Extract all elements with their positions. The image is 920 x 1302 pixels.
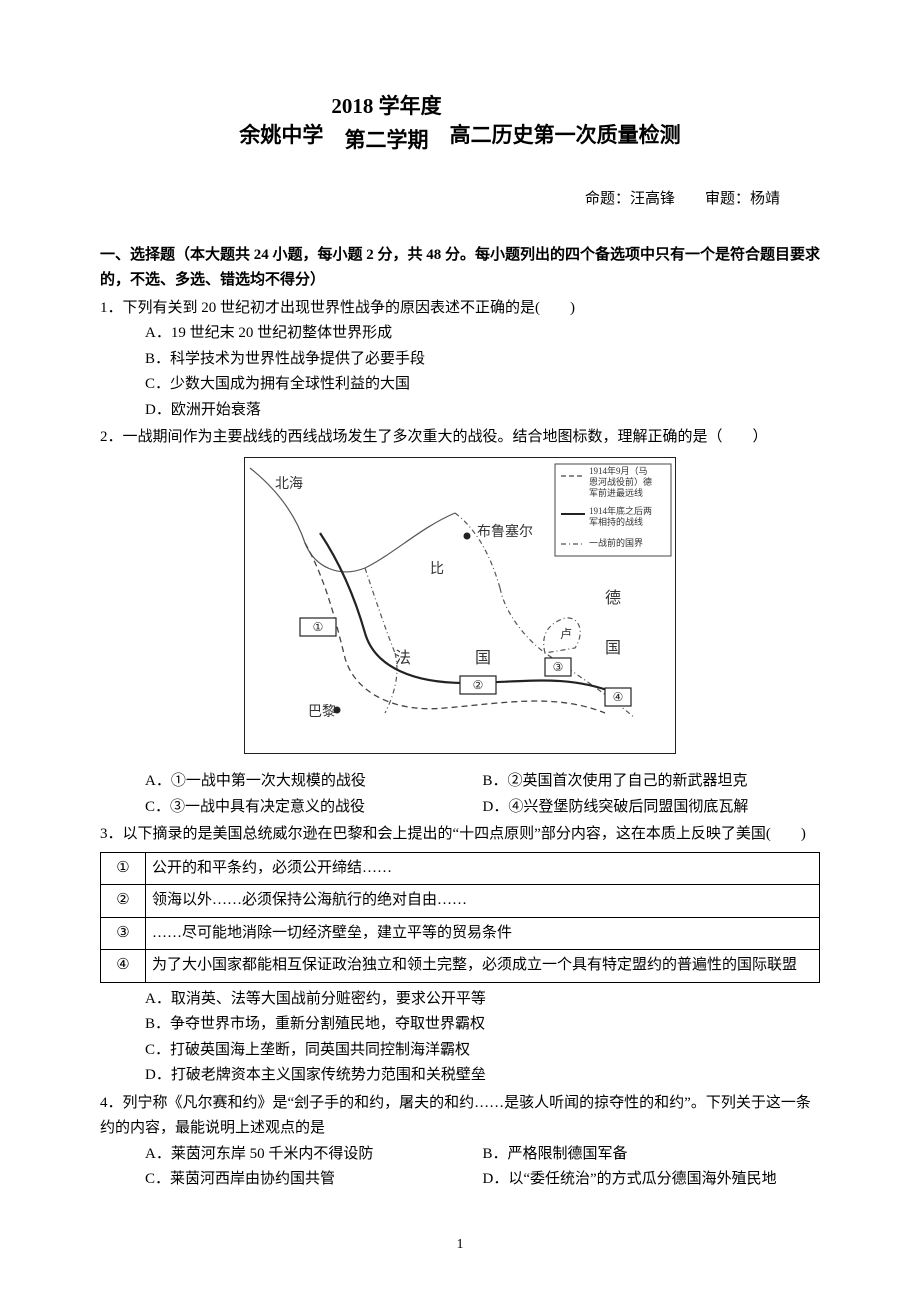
- map-label-belgium: 比: [430, 561, 444, 577]
- authors-line: 命题：汪高锋 审题：杨靖: [100, 187, 820, 213]
- q3-row1-n: ①: [101, 852, 146, 885]
- q3-row4-n: ④: [101, 950, 146, 983]
- map-marker-1: ①: [313, 620, 324, 634]
- title-row: 余姚中学 2018 学年度 第二学期 高二历史第一次质量检测: [100, 90, 820, 157]
- q1-stem: 1．下列有关到 20 世纪初才出现世界性战争的原因表述不正确的是( ): [100, 296, 820, 322]
- legend-line3: 一战前的国界: [589, 537, 643, 548]
- school-name: 余姚中学: [239, 90, 331, 154]
- semester-line: 第二学期: [345, 124, 429, 158]
- q3-option-c: C．打破英国海上垄断，同英国共同控制海洋霸权: [145, 1038, 820, 1064]
- q3-row4-t: 为了大小国家都能相互保证政治独立和领土完整，必须成立一个具有特定盟约的普遍性的国…: [146, 950, 820, 983]
- q1-options: A．19 世纪末 20 世纪初整体世界形成 B．科学技术为世界性战争提供了必要手…: [100, 321, 820, 423]
- map-label-germany-1: 德: [605, 589, 621, 607]
- question-3: 3．以下摘录的是美国总统威尔逊在巴黎和会上提出的“十四点原则”部分内容，这在本质…: [100, 822, 820, 1089]
- q3-row3-n: ③: [101, 917, 146, 950]
- q3-row3-t: ……尽可能地消除一切经济壁垒，建立平等的贸易条件: [146, 917, 820, 950]
- legend-line1c: 军前进最远线: [589, 487, 643, 498]
- q4-option-c: C．莱茵河西岸由协约国共管: [145, 1167, 483, 1193]
- legend-line2a: 1914年底之后两: [589, 505, 652, 516]
- q4-options-row2: C．莱茵河西岸由协约国共管 D．以“委任统治”的方式瓜分德国海外殖民地: [100, 1167, 820, 1193]
- table-row: ③ ……尽可能地消除一切经济壁垒，建立平等的贸易条件: [101, 917, 820, 950]
- map-marker-3: ③: [553, 660, 564, 674]
- map-label-france: 法 国: [395, 649, 491, 667]
- q3-row2-t: 领海以外……必须保持公海航行的绝对自由……: [146, 885, 820, 918]
- q3-option-a: A．取消英、法等大国战前分赃密约，要求公开平等: [145, 987, 820, 1013]
- q2-stem: 2．一战期间作为主要战线的西线战场发生了多次重大的战役。结合地图标数，理解正确的…: [100, 425, 820, 451]
- q3-options: A．取消英、法等大国战前分赃密约，要求公开平等 B．争夺世界市场，重新分割殖民地…: [100, 987, 820, 1089]
- map-figure: ① ② ③ ④ 北海 布鲁塞尔 比 法 国 德 国 巴黎 卢: [100, 457, 820, 764]
- map-legend: 1914年9月（马 恩河战役前）德 军前进最远线 1914年底之后两 军相持的战…: [555, 464, 671, 556]
- q3-table: ① 公开的和平条约，必须公开缔结…… ② 领海以外……必须保持公海航行的绝对自由…: [100, 852, 820, 983]
- q1-option-c: C．少数大国成为拥有全球性利益的大国: [145, 372, 820, 398]
- legend-line1b: 恩河战役前）德: [589, 476, 652, 487]
- q4-option-b: B．严格限制德国军备: [483, 1142, 821, 1168]
- table-row: ④ 为了大小国家都能相互保证政治独立和领土完整，必须成立一个具有特定盟约的普遍性…: [101, 950, 820, 983]
- page-number: 1: [100, 1233, 820, 1257]
- q2-option-a: A．①一战中第一次大规模的战役: [145, 769, 483, 795]
- question-4: 4．列宁称《凡尔赛和约》是“刽子手的和约，屠夫的和约……是骇人听闻的掠夺性的和约…: [100, 1091, 820, 1193]
- table-row: ① 公开的和平条约，必须公开缔结……: [101, 852, 820, 885]
- legend-line1a: 1914年9月（马: [589, 465, 648, 476]
- q2-option-b: B．②英国首次使用了自己的新武器坦克: [483, 769, 821, 795]
- section-heading: 一、选择题（本大题共 24 小题，每小题 2 分，共 48 分。每小题列出的四个…: [100, 243, 820, 294]
- question-1: 1．下列有关到 20 世纪初才出现世界性战争的原因表述不正确的是( ) A．19…: [100, 296, 820, 424]
- q2-option-c: C．③一战中具有决定意义的战役: [145, 795, 483, 821]
- q3-option-b: B．争夺世界市场，重新分割殖民地，夺取世界霸权: [145, 1012, 820, 1038]
- map-marker-4: ④: [613, 690, 624, 704]
- map-marker-2: ②: [473, 678, 484, 692]
- map-label-lux: 卢: [560, 626, 572, 641]
- q4-option-d: D．以“委任统治”的方式瓜分德国海外殖民地: [483, 1167, 821, 1193]
- question-2: 2．一战期间作为主要战线的西线战场发生了多次重大的战役。结合地图标数，理解正确的…: [100, 425, 820, 820]
- year-semester: 2018 学年度 第二学期: [331, 90, 441, 157]
- q3-row2-n: ②: [101, 885, 146, 918]
- q3-option-d: D．打破老牌资本主义国家传统势力范围和关税壁垒: [145, 1063, 820, 1089]
- table-row: ② 领海以外……必须保持公海航行的绝对自由……: [101, 885, 820, 918]
- title-block: 余姚中学 2018 学年度 第二学期 高二历史第一次质量检测: [100, 90, 820, 157]
- map-svg: ① ② ③ ④ 北海 布鲁塞尔 比 法 国 德 国 巴黎 卢: [244, 457, 676, 754]
- q1-option-d: D．欧洲开始衰落: [145, 398, 820, 424]
- legend-line2b: 军相持的战线: [589, 516, 643, 527]
- q4-options-row1: A．莱茵河东岸 50 千米内不得设防 B．严格限制德国军备: [100, 1142, 820, 1168]
- map-label-northsea: 北海: [275, 476, 303, 492]
- map-label-paris: 巴黎: [308, 704, 336, 720]
- q3-stem: 3．以下摘录的是美国总统威尔逊在巴黎和会上提出的“十四点原则”部分内容，这在本质…: [100, 822, 820, 848]
- q1-option-b: B．科学技术为世界性战争提供了必要手段: [145, 347, 820, 373]
- q2-options-row1: A．①一战中第一次大规模的战役 B．②英国首次使用了自己的新武器坦克: [100, 769, 820, 795]
- q2-options-row2: C．③一战中具有决定意义的战役 D．④兴登堡防线突破后同盟国彻底瓦解: [100, 795, 820, 821]
- q4-stem: 4．列宁称《凡尔赛和约》是“刽子手的和约，屠夫的和约……是骇人听闻的掠夺性的和约…: [100, 1091, 820, 1142]
- q2-option-d: D．④兴登堡防线突破后同盟国彻底瓦解: [483, 795, 821, 821]
- q4-option-a: A．莱茵河东岸 50 千米内不得设防: [145, 1142, 483, 1168]
- map-label-germany-2: 国: [605, 640, 621, 657]
- q3-row1-t: 公开的和平条约，必须公开缔结……: [146, 852, 820, 885]
- q1-option-a: A．19 世纪末 20 世纪初整体世界形成: [145, 321, 820, 347]
- exam-title: 高二历史第一次质量检测: [442, 90, 681, 154]
- map-label-brussels: 布鲁塞尔: [477, 523, 533, 540]
- year-line: 2018 学年度: [331, 90, 441, 124]
